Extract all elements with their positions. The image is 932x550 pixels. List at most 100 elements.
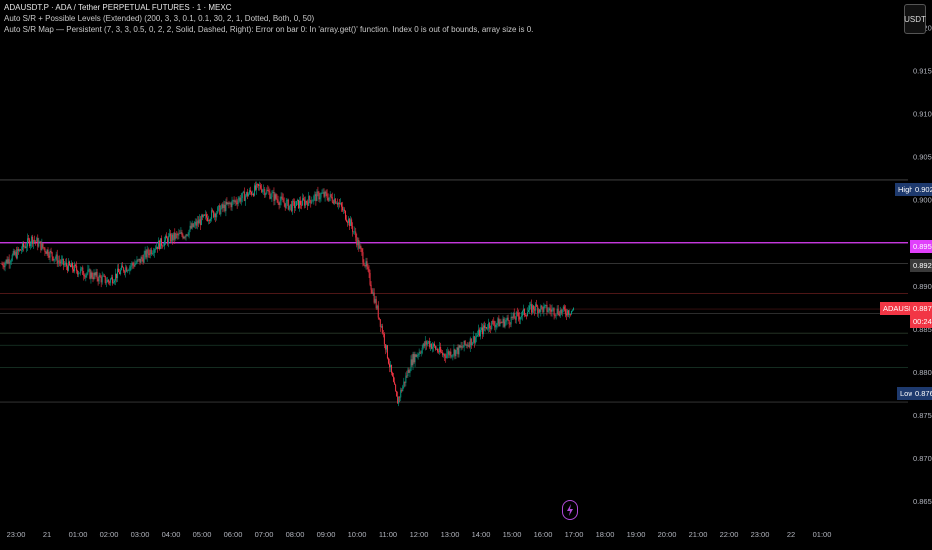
- indicator-legend-2[interactable]: Auto S/R Map — Persistent (7, 3, 3, 0.5,…: [4, 25, 534, 34]
- candle-body: [318, 192, 320, 200]
- candle-body: [521, 311, 523, 316]
- candle-body: [312, 200, 314, 202]
- candle-body: [398, 396, 400, 404]
- candle-body: [390, 364, 392, 368]
- candle-body: [455, 350, 457, 357]
- candle-body: [564, 309, 566, 314]
- candle-body: [39, 241, 41, 243]
- candle-body: [242, 191, 244, 193]
- candle-body: [174, 232, 176, 239]
- candle-body: [542, 307, 544, 313]
- candle-body: [489, 322, 491, 328]
- candle-body: [280, 196, 282, 201]
- candle-body: [15, 251, 17, 259]
- candle-body: [374, 299, 376, 303]
- indicator-legend-1[interactable]: Auto S/R + Possible Levels (Extended) (2…: [4, 14, 315, 23]
- candle-body: [571, 310, 573, 311]
- candle-body: [294, 205, 296, 208]
- candle-body: [347, 221, 349, 223]
- candle-body: [8, 259, 10, 264]
- candle-body: [352, 225, 354, 232]
- candle-body: [82, 267, 84, 275]
- candle-body: [193, 224, 195, 227]
- candle-body: [218, 205, 220, 208]
- candle-body: [532, 305, 534, 313]
- candle-body: [47, 249, 49, 256]
- candle-body: [567, 310, 569, 315]
- candle-body: [356, 237, 358, 246]
- candle-body: [67, 261, 69, 271]
- candle-body: [313, 196, 315, 201]
- candle-body: [42, 243, 44, 248]
- candle-body: [339, 203, 341, 204]
- candle-body: [116, 273, 118, 279]
- candle-body: [427, 341, 429, 343]
- candle-body: [529, 305, 531, 311]
- candle-body: [299, 200, 301, 209]
- candle-body: [40, 241, 42, 250]
- candle-body: [51, 252, 53, 257]
- candle-body: [208, 219, 210, 221]
- candle-body: [288, 205, 290, 210]
- candle-body: [26, 246, 28, 248]
- candle-body: [246, 192, 248, 197]
- time-tick-label: 23:00: [751, 530, 770, 539]
- candle-body: [230, 203, 232, 208]
- candle-body: [488, 322, 490, 329]
- candle-body: [137, 259, 139, 261]
- time-axis[interactable]: 23:00 21 01:00 02:00 03:00 04:00 05:00 06:00 07:…: [7, 530, 832, 539]
- candle-body: [520, 315, 522, 318]
- candle-body: [151, 252, 153, 254]
- candle-body: [513, 313, 515, 319]
- candle-body: [426, 342, 428, 345]
- candle-body: [261, 188, 263, 192]
- candle-body: [68, 261, 70, 266]
- candle-body: [393, 376, 395, 382]
- chart-legend: ADAUSDT.P · ADA / Tether PERPETUAL FUTUR…: [4, 2, 533, 35]
- candle-body: [457, 347, 459, 355]
- candle-body: [85, 274, 87, 278]
- candle-body: [79, 272, 81, 274]
- candle-body: [212, 210, 214, 212]
- candle-body: [502, 318, 504, 323]
- candle-body: [459, 345, 461, 348]
- candle-body: [95, 271, 97, 276]
- candle-body: [560, 310, 562, 313]
- candle-body: [149, 249, 151, 256]
- candles: [1, 181, 575, 407]
- candle-body: [219, 205, 221, 215]
- lightning-icon[interactable]: [562, 500, 578, 520]
- candle-body: [379, 319, 381, 327]
- candle-body: [90, 272, 92, 279]
- candle-body: [53, 258, 55, 261]
- candle-body: [173, 232, 175, 241]
- candle-body: [186, 234, 188, 236]
- candle-body: [509, 324, 511, 325]
- candle-body: [121, 265, 123, 270]
- candle-body: [355, 231, 357, 238]
- candle-body: [131, 263, 133, 266]
- candle-body: [32, 236, 34, 244]
- candle-body: [33, 240, 35, 244]
- candle-body: [505, 320, 507, 322]
- candle-body: [248, 190, 250, 194]
- candle-body: [120, 269, 122, 274]
- candle-body: [262, 190, 264, 192]
- candle-body: [126, 267, 128, 272]
- candle-body: [415, 354, 417, 357]
- candle-body: [401, 389, 403, 392]
- candle-body: [543, 306, 545, 313]
- currency-button[interactable]: USDT: [904, 4, 926, 34]
- candle-body: [50, 251, 52, 253]
- candle-body: [136, 259, 138, 264]
- candle-body: [354, 231, 356, 233]
- candle-body: [183, 236, 185, 239]
- candle-body: [422, 343, 424, 348]
- candle-body: [167, 238, 169, 244]
- symbol-title[interactable]: ADAUSDT.P · ADA / Tether PERPETUAL FUTUR…: [4, 3, 232, 12]
- candle-body: [492, 321, 494, 322]
- candle-body: [177, 234, 179, 236]
